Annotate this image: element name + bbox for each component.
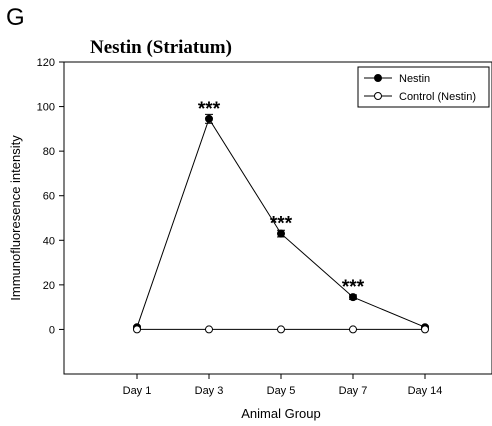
x-axis: Day 1 Day 3 Day 5 Day 7 Day 14 (123, 374, 443, 397)
data-point-nestin (277, 229, 285, 238)
data-point-nestin (349, 293, 357, 302)
significance-label: *** (342, 277, 365, 298)
data-point-control (205, 325, 213, 334)
x-tick-label: Day 3 (195, 385, 224, 397)
legend-box (357, 66, 490, 108)
legend-marker (374, 92, 382, 100)
y-tick-label: 100 (37, 102, 55, 114)
x-tick-label: Day 7 (339, 385, 368, 397)
y-tick-label: 120 (37, 57, 55, 69)
data-point-control (349, 325, 357, 334)
panel-label: G (6, 4, 25, 31)
x-tick-label: Day 5 (267, 385, 296, 397)
significance-label: *** (270, 214, 293, 235)
legend-label: Control (Nestin) (399, 91, 476, 103)
legend-label: Nestin (399, 73, 430, 85)
x-tick-label: Day 14 (408, 385, 443, 397)
legend: Nestin Control (Nestin) (357, 66, 490, 108)
data-point-control (133, 325, 141, 334)
data-point-nestin (205, 114, 213, 123)
significance-label: *** (198, 99, 221, 120)
y-tick-label: 20 (43, 280, 55, 292)
y-tick-label: 40 (43, 235, 55, 247)
x-axis-title: Animal Group (241, 406, 320, 421)
y-axis: 0 20 40 60 80 100 120 (37, 57, 64, 336)
y-tick-label: 0 (49, 324, 55, 336)
y-axis-title: Immunofluoresence intensity (8, 135, 23, 301)
data-point-control (421, 325, 429, 334)
chart-title: Nestin (Striatum) (90, 37, 232, 58)
x-tick-label: Day 1 (123, 385, 152, 397)
data-point-control (277, 325, 285, 334)
legend-marker (374, 74, 382, 82)
series-layer: *** *** *** (133, 99, 429, 334)
y-tick-label: 60 (43, 191, 55, 203)
plot-frame (63, 61, 492, 375)
y-tick-label: 80 (43, 146, 55, 158)
